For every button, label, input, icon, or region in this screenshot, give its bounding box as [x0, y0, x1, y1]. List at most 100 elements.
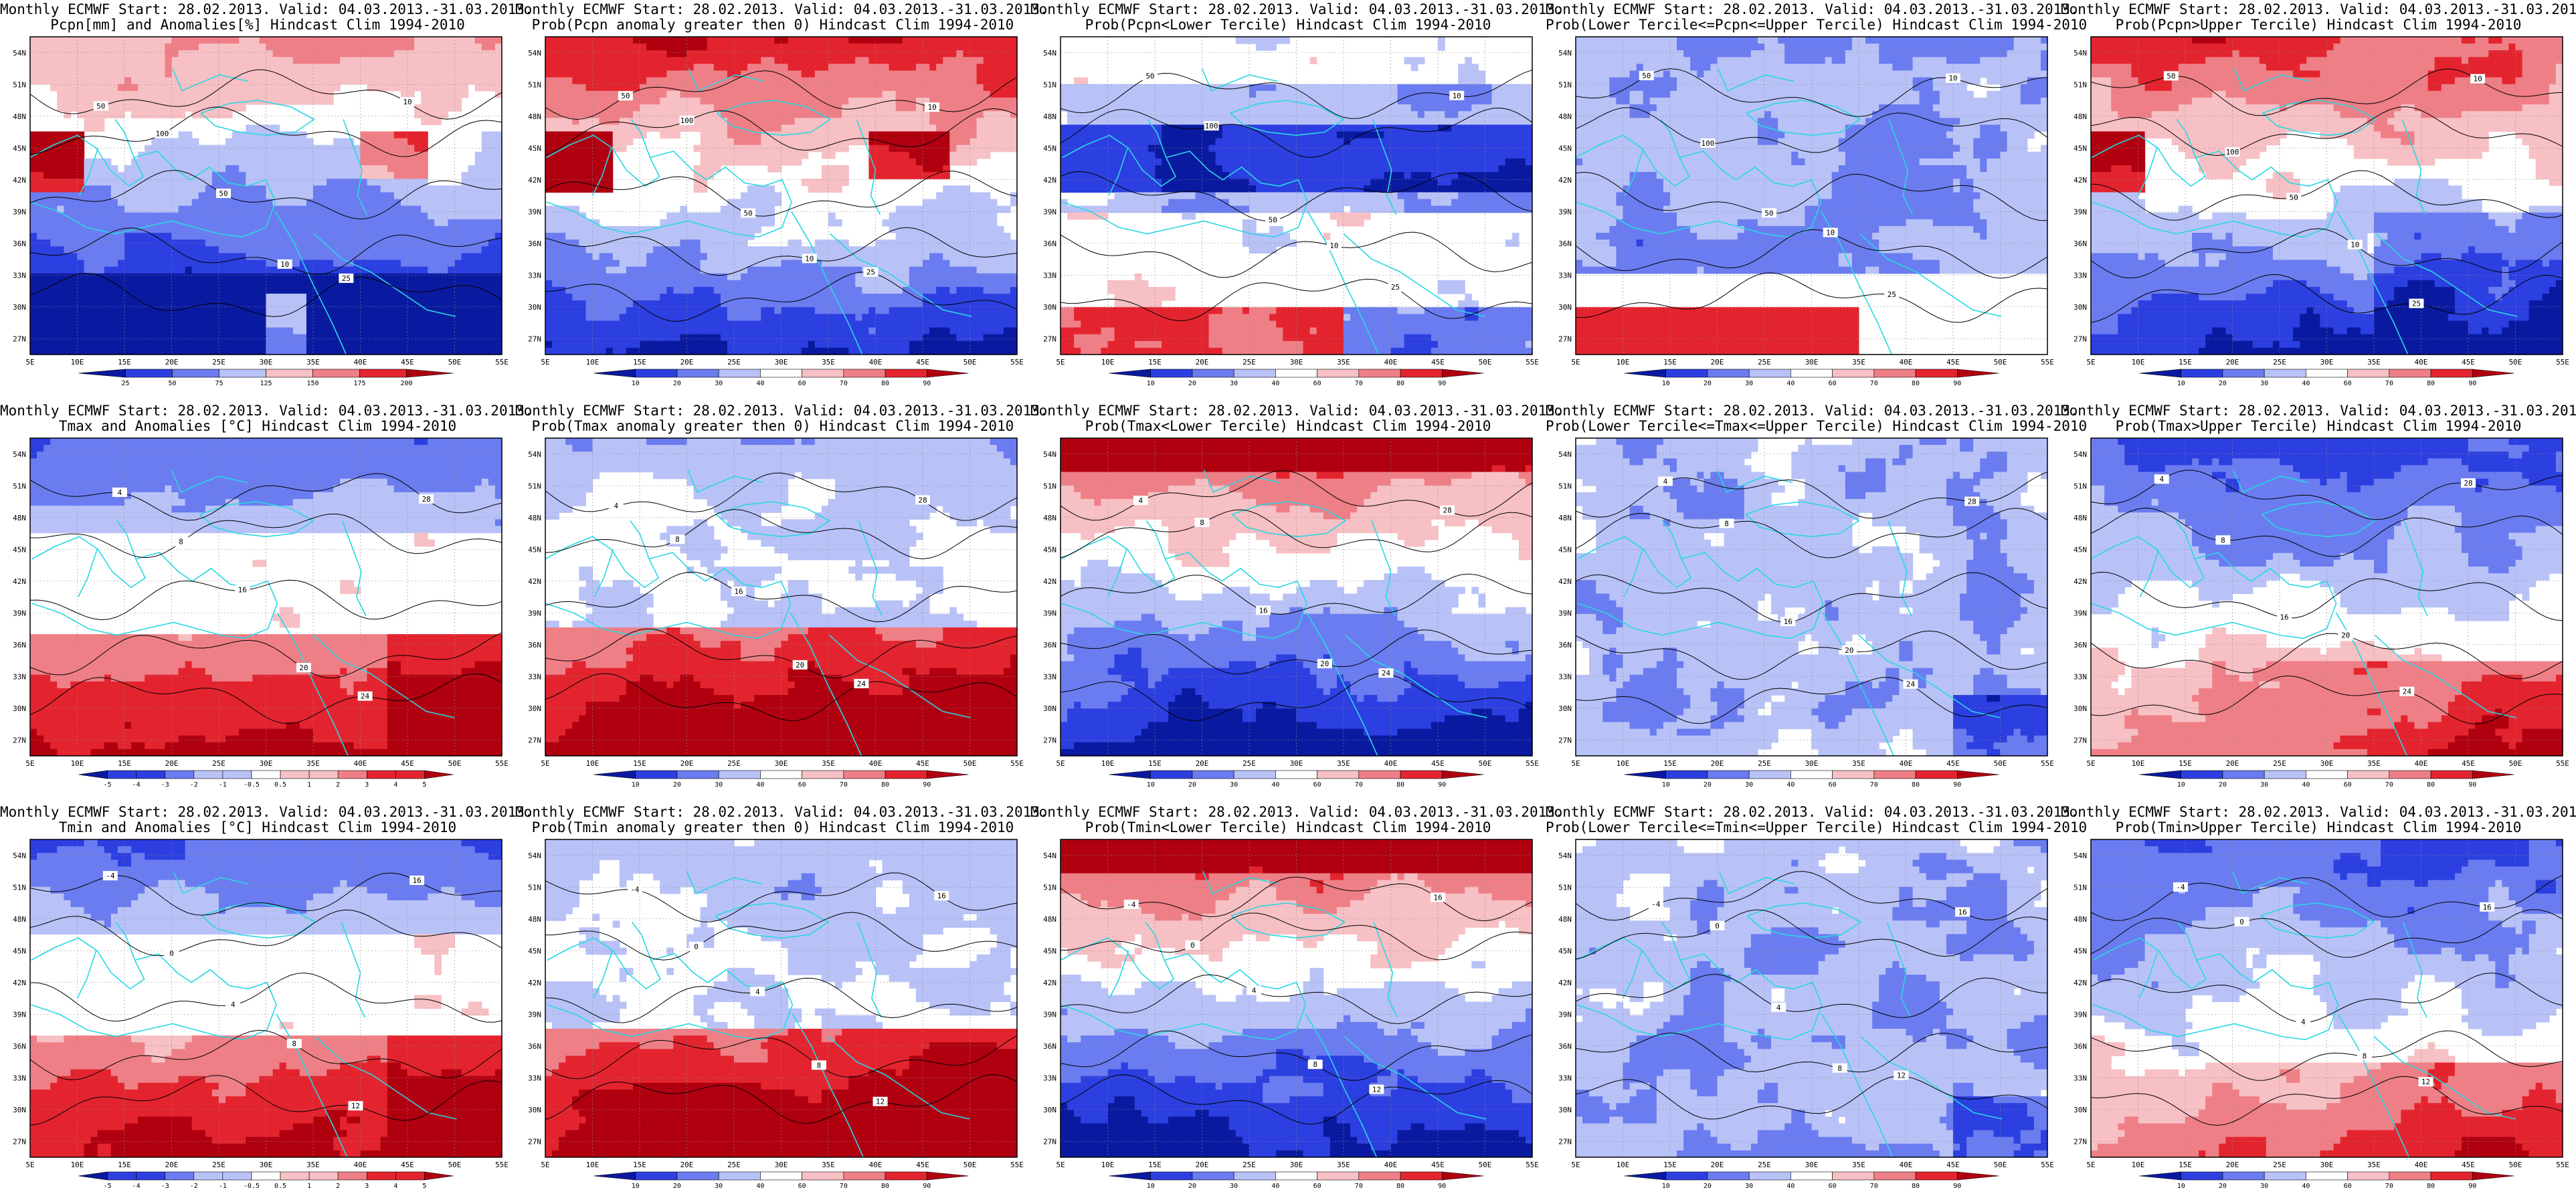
contour-label: 12	[2421, 1078, 2430, 1086]
x-tick-label: 50E	[1479, 759, 1492, 768]
y-axis-labels: 54N 51N 48N 45N 42N 39N 36N 33N 30N 27N	[528, 49, 541, 344]
contour-label-box	[1648, 899, 1663, 909]
contour-label: 50	[744, 209, 753, 217]
panel-title-line1: Monthly ECMWF Start: 28.02.2013. Valid: …	[515, 2, 1048, 17]
contour-label: 28	[2464, 479, 2472, 488]
colorbar-tick-label: 70	[1870, 781, 1878, 789]
y-tick-label: 45N	[1043, 946, 1056, 955]
colorbar-tick-label: 20	[1188, 781, 1196, 789]
x-tick-label: 25E	[1243, 1161, 1256, 1169]
x-tick-label: 5E	[2086, 759, 2095, 768]
x-axis-labels: 5E 10E 15E 20E 25E 30E 35E 40E 45E 50E 55E	[1056, 358, 1539, 367]
panel-title-line1: Monthly ECMWF Start: 28.02.2013. Valid: …	[0, 805, 533, 819]
x-tick-label: 55E	[1010, 1161, 1024, 1169]
contour-label-box	[102, 871, 118, 881]
contour-label-box	[731, 587, 747, 597]
colorbar: 10 20 30 40 60 70 80 90	[2139, 369, 2514, 387]
y-tick-label: 51N	[13, 883, 26, 892]
x-axis-labels: 5E 10E 15E 20E 25E 30E 35E 40E 45E 50E 55E	[1571, 358, 2054, 367]
y-tick-label: 36N	[1558, 1042, 1572, 1051]
x-axis-labels: 5E 10E 15E 20E 25E 30E 35E 40E 45E 50E 55E	[1056, 1161, 1539, 1169]
x-tick-label: 20E	[1711, 1161, 1724, 1169]
x-tick-label: 5E	[1056, 759, 1065, 768]
contour-label: 8	[817, 1061, 822, 1070]
contour-label-box	[419, 494, 434, 504]
colorbar-tick-label: 30	[1745, 380, 1753, 387]
contour-label-box	[2399, 686, 2415, 696]
y-tick-label: 33N	[2074, 271, 2087, 280]
x-tick-label: 45E	[916, 358, 929, 367]
x-tick-label: 10E	[1617, 1161, 1630, 1169]
x-tick-label: 55E	[495, 1161, 509, 1169]
contour-label-box	[1388, 282, 1403, 292]
contour-label-box	[811, 1060, 826, 1070]
map-frame	[1575, 36, 2048, 355]
contour-label-box	[1440, 505, 1455, 515]
colorbar-tick-label: 20	[1704, 781, 1712, 789]
y-tick-label: 51N	[1043, 80, 1056, 89]
colorbar-tick-label: 90	[923, 380, 931, 387]
x-tick-label: 5E	[541, 358, 549, 367]
contour-label: -4	[630, 885, 640, 894]
x-tick-label: 55E	[2556, 1161, 2569, 1169]
x-tick-label: 10E	[586, 358, 600, 367]
contour-lines	[29, 473, 502, 724]
panel-title-line1: Monthly ECMWF Start: 28.02.2013. Valid: …	[1546, 403, 2079, 418]
y-tick-label: 45N	[1558, 545, 1572, 554]
y-axis-labels: 54N 51N 48N 45N 42N 39N 36N 33N 30N 27N	[1558, 49, 1572, 344]
x-tick-label: 50E	[448, 759, 462, 768]
colorbar-tick-label: 30	[1745, 781, 1753, 789]
x-tick-label: 10E	[586, 1161, 600, 1169]
panel-title-line2: Tmax and Anomalies [°C] Hindcast Clim 19…	[0, 419, 515, 433]
x-tick-label: 10E	[1617, 759, 1630, 768]
colorbar: 10 20 30 40 60 70 80 90	[1624, 369, 1999, 387]
forecast-map: 4 8 16 20 24 28 54N 51N 48N 45N 42N 39N 36N 33N 30N 27N…	[1043, 437, 1539, 789]
x-tick-label: 25E	[2273, 1161, 2286, 1169]
map-gridlines	[30, 438, 502, 756]
colorbar-tick-label: 60	[798, 380, 806, 387]
x-tick-label: 50E	[963, 1161, 977, 1169]
y-tick-label: 33N	[13, 1074, 26, 1082]
contour-label-box	[1841, 645, 1857, 656]
y-tick-label: 48N	[528, 514, 541, 522]
contour-label: 20	[796, 661, 804, 670]
contour-labels: -4 0 4 8 12 16	[2173, 882, 2495, 1087]
x-tick-label: 25E	[727, 1161, 741, 1169]
y-tick-label: 48N	[1558, 112, 1572, 121]
colorbar-tick-label: -1	[219, 781, 227, 789]
x-tick-label: 10E	[1101, 1161, 1115, 1169]
colorbar-tick-label: 30	[715, 781, 723, 789]
contour-lines	[545, 472, 1018, 721]
contour-label: 16	[2483, 903, 2492, 912]
contour-label: 28	[918, 496, 927, 504]
x-tick-label: 25E	[2273, 759, 2286, 768]
x-tick-label: 10E	[2132, 1161, 2145, 1169]
x-tick-label: 15E	[1663, 759, 1677, 768]
y-tick-label: 33N	[1558, 672, 1572, 681]
y-tick-label: 27N	[1043, 1137, 1056, 1146]
colorbar: 10 20 30 40 60 70 80 90	[1109, 770, 1484, 789]
y-tick-label: 42N	[1043, 577, 1056, 586]
colorbar-tick-label: 70	[1355, 1183, 1363, 1190]
y-tick-label: 39N	[1558, 609, 1572, 617]
contour-labels: -4 0 4 8 12 16	[1123, 892, 1445, 1094]
y-tick-label: 48N	[1043, 915, 1056, 924]
contour-label-box	[1185, 940, 1200, 950]
x-tick-label: 25E	[2273, 358, 2286, 367]
contour-label: 24	[361, 692, 370, 701]
colorbar-tick-label: 60	[1313, 781, 1321, 789]
y-tick-label: 45N	[2074, 144, 2087, 153]
y-tick-label: 30N	[13, 704, 26, 713]
x-tick-label: 30E	[260, 358, 273, 367]
x-tick-label: 5E	[25, 358, 34, 367]
x-tick-label: 20E	[680, 759, 694, 768]
panel-title-line1: Monthly ECMWF Start: 28.02.2013. Valid: …	[2061, 805, 2576, 819]
colorbar-tick-label: 70	[840, 380, 848, 387]
y-tick-label: 33N	[13, 271, 26, 280]
contour-label-box	[348, 1101, 363, 1111]
map-gridlines	[2091, 839, 2563, 1157]
contour-label: 0	[1190, 941, 1195, 950]
contour-label: 4	[2159, 475, 2164, 484]
x-tick-label: 10E	[2132, 759, 2145, 768]
contour-label: -4	[2176, 883, 2185, 892]
